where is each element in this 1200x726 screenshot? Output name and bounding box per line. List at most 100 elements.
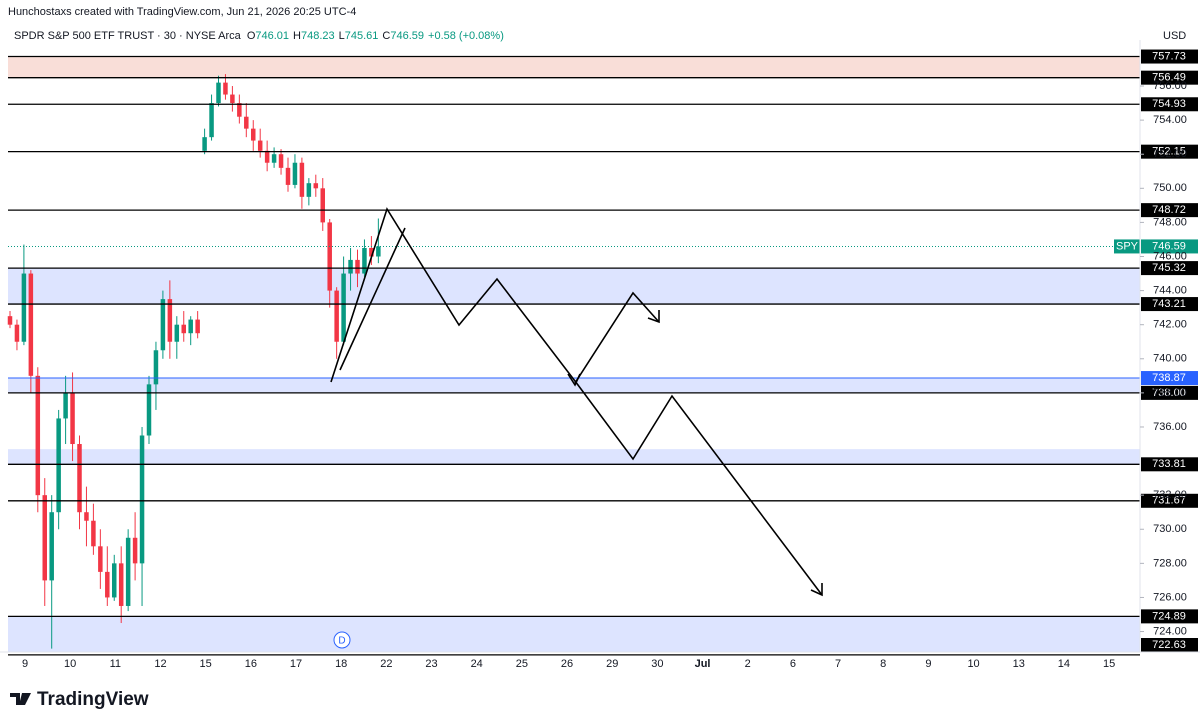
candle-body (369, 247, 374, 257)
candle-body (244, 116, 249, 129)
candle-body (105, 571, 110, 598)
y-tick-label: 742.00 (1153, 319, 1187, 331)
candle-body (174, 324, 180, 342)
x-tick-label: 12 (154, 658, 166, 670)
level-tag (1141, 638, 1198, 652)
candle-body (223, 82, 228, 95)
y-tick-label: 736.00 (1153, 421, 1187, 433)
y-tick-label: 750.00 (1153, 182, 1187, 194)
x-tick-label: 26 (561, 658, 573, 670)
level-label: 733.81 (1152, 458, 1186, 470)
x-tick-label: 29 (606, 658, 618, 670)
x-tick-label: 17 (290, 658, 302, 670)
x-tick-label: 10 (967, 658, 979, 670)
last-price-symbol: SPY (1116, 240, 1139, 252)
projection-path (339, 227, 406, 371)
candle-body (348, 259, 353, 274)
candle-body (327, 222, 332, 291)
dividend-marker (333, 631, 351, 649)
x-tick-label: 30 (651, 658, 663, 670)
level-label: 724.89 (1152, 610, 1186, 622)
level-label: 748.72 (1152, 204, 1186, 216)
level-tag (1141, 297, 1198, 312)
ohlc-label: O (247, 30, 256, 42)
candle-body (362, 247, 367, 274)
y-tick-label: 746.00 (1153, 250, 1187, 262)
level-label: 754.93 (1152, 98, 1186, 110)
candle-body (355, 259, 360, 274)
candle-body (84, 512, 89, 521)
last-price-tag (1114, 239, 1140, 254)
candle-body (153, 350, 159, 385)
projection-path (574, 291, 660, 384)
candle-body (167, 299, 173, 342)
logo: TradingView (10, 689, 149, 710)
y-tick-label: 756.00 (1153, 80, 1187, 92)
y-tick-label: 724.00 (1153, 625, 1187, 637)
arrow-head (567, 373, 581, 387)
drawings (330, 207, 823, 597)
candle-body (306, 183, 312, 197)
projection-path (330, 207, 823, 596)
level-tag (1141, 97, 1198, 112)
candle-body (14, 324, 20, 342)
candle-body (7, 316, 13, 325)
marker-label: D (338, 636, 345, 647)
x-tick-label: 15 (200, 658, 212, 670)
x-tick-label: 18 (335, 658, 347, 670)
level-label: 743.21 (1152, 298, 1186, 310)
x-tick-label: 9 (22, 658, 28, 670)
candle-body (251, 128, 256, 141)
candle-body (278, 154, 284, 168)
last-price-box (1141, 239, 1198, 254)
y-tick-label: 738.00 (1153, 387, 1187, 399)
candle-body (341, 273, 346, 342)
level-label: 752.15 (1152, 146, 1186, 158)
candle-body (63, 392, 68, 419)
level-label: 722.63 (1152, 639, 1186, 651)
candles (7, 74, 381, 649)
candle-body (42, 495, 47, 581)
x-tick-label: Jul (695, 658, 711, 670)
candle-body (132, 537, 138, 564)
ohlc-value: 748.23 (301, 30, 335, 42)
level-tag (1141, 49, 1198, 64)
y-tick-label: 744.00 (1153, 285, 1187, 297)
level-tag (1141, 144, 1198, 159)
y-tick-label: 726.00 (1153, 591, 1187, 603)
candle-body (112, 563, 117, 598)
x-tick-label: 16 (245, 658, 257, 670)
y-tick-label: 748.00 (1153, 216, 1187, 228)
candle-body (299, 162, 305, 197)
candle-body (313, 183, 319, 189)
last-price-label: 746.59 (1152, 240, 1186, 252)
level-tag (1141, 203, 1198, 218)
logo-text: TradingView (37, 689, 149, 710)
candle-body (195, 319, 200, 334)
candle-body (28, 273, 34, 376)
candle-body (35, 375, 41, 496)
ohlc-value: 745.61 (345, 30, 379, 42)
level-tag (1141, 371, 1198, 386)
levels: SPY 746.59757.73756.49754.93752.15748.727… (8, 49, 1198, 656)
candle-body (209, 103, 214, 138)
zone (8, 268, 1140, 305)
zone (8, 378, 1140, 393)
y-tick-label: 754.00 (1153, 114, 1187, 126)
x-tick-label: 2 (745, 658, 751, 670)
credit: Hunchostaxs created with TradingView.com… (8, 6, 356, 18)
x-tick-label: 11 (110, 658, 121, 670)
level-tag (1141, 609, 1198, 624)
symbol-line: SPDR S&P 500 ETF TRUST · 30 · NYSE Arca O… (14, 30, 504, 42)
candle-body (230, 94, 235, 104)
candle-body (70, 392, 75, 445)
candle-body (320, 188, 325, 223)
candle-body (160, 299, 166, 351)
zone (8, 616, 1140, 652)
candle-body (188, 319, 193, 334)
ohlc-value: 746.01 (255, 30, 289, 42)
candle-body (237, 103, 242, 117)
x-tick-label: 22 (380, 658, 392, 670)
candle-body (202, 137, 207, 151)
